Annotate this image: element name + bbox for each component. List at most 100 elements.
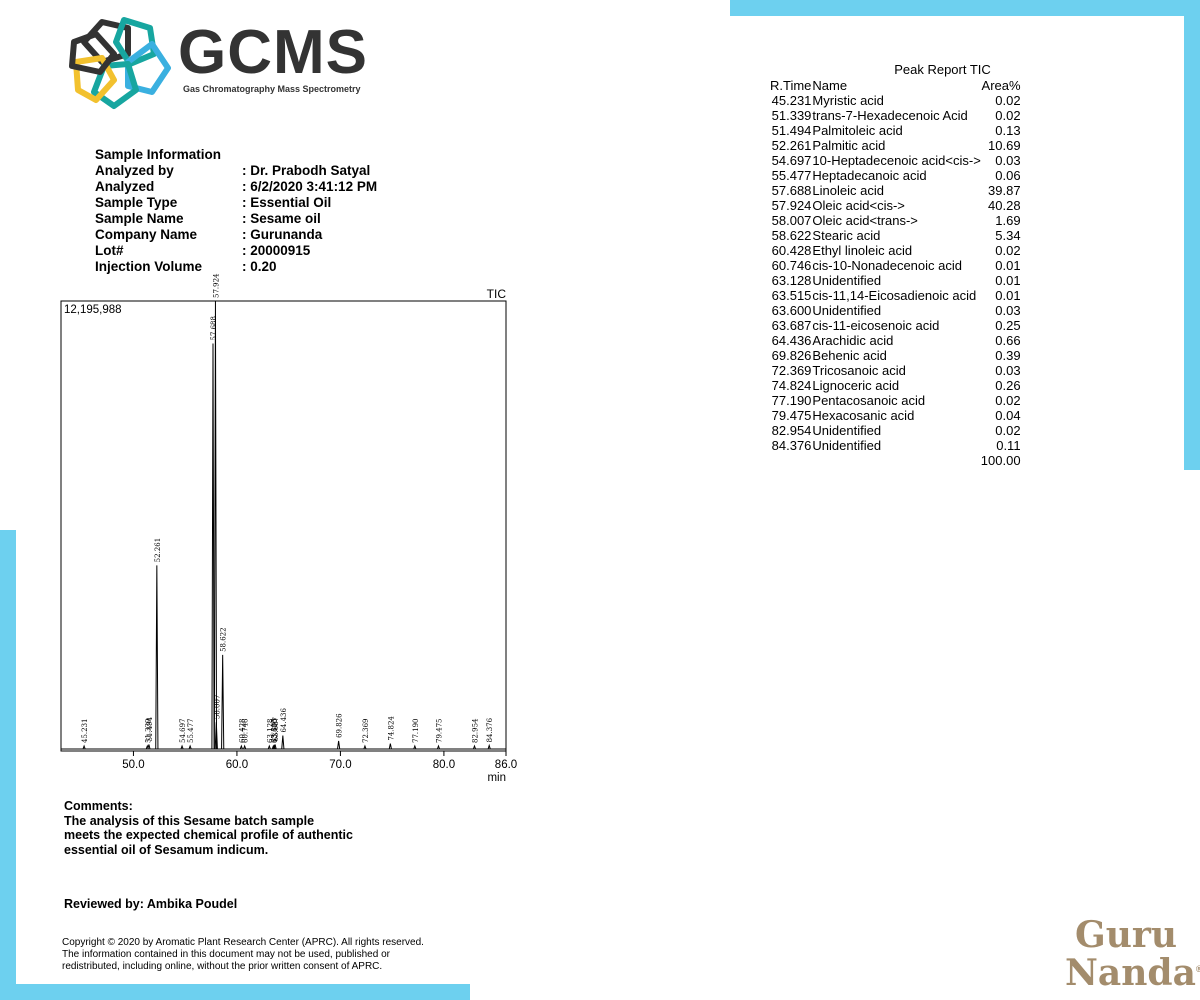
cell-area: 0.03 [995,363,1021,378]
peak-label: 63.515 [270,719,278,744]
cell-area: 0.01 [995,273,1021,288]
cell-area: 0.04 [995,408,1021,423]
cell-area: 0.26 [995,378,1021,393]
peak-mark [363,744,367,750]
info-label: Sample Name [95,211,184,226]
cell-name: trans-7-Hexadecenoic Acid [812,108,968,123]
cell-rtime: 57.688 [771,183,812,198]
cell-area: 0.01 [995,258,1021,273]
cell-name: cis-11-eicosenoic acid [812,318,940,333]
cell-area: 0.39 [995,348,1021,363]
cell-area: 0.13 [995,123,1021,138]
peak-mark [273,744,277,750]
table-row: 63.600 Unidentified 0.03 [770,303,1021,318]
cell-rtime: 51.339 [771,108,812,123]
info-value: : 6/2/2020 3:41:12 PM [242,179,378,194]
info-label: Analyzed [95,179,155,194]
cell-name: Tricosanoic acid [812,363,906,378]
cell-rtime: 54.697 [771,153,812,168]
cell-name: Myristic acid [812,93,884,108]
cell-area: 0.03 [995,153,1021,168]
cell-name: Unidentified [812,423,882,438]
cell-name: Hexacosanic acid [812,408,915,423]
peak-mark [243,744,247,750]
cell-name: Unidentified [812,273,882,288]
cell-rtime: 84.376 [771,438,812,453]
accent-bar-right [1184,0,1200,470]
cell-rtime: 55.477 [771,168,812,183]
cell-name: Ethyl linoleic acid [812,243,913,258]
comment-line: The analysis of this Sesame batch sample [64,813,315,828]
peak-label: 55.477 [187,719,195,744]
cell-rtime: 82.954 [771,423,812,438]
cell-rtime: 45.231 [771,93,812,108]
cell-rtime: 77.190 [771,393,812,408]
cell-area: 0.02 [995,393,1021,408]
peak-table: R.Time Name Area% 45.231 Myristic acid 0.0… [770,78,1021,468]
cell-area: 0.11 [996,438,1021,453]
cell-area: 5.34 [995,228,1021,243]
info-row: Analyzed : 6/2/2020 3:41:12 PM [95,179,377,195]
info-label: Sample Type [95,195,178,210]
cell-rtime: 72.369 [771,363,812,378]
table-row: 54.697 10-Heptadecenoic acid<cis-> 0.03 [770,153,1021,168]
logo-subtitle: Gas Chromatography Mass Spectrometry [183,84,361,94]
table-row: 74.824 Lignoceric acid 0.26 [770,378,1021,393]
cell-area: 39.87 [988,183,1021,198]
comment-line: meets the expected chemical profile of a… [64,828,353,842]
cell-area: 0.66 [995,333,1021,348]
cell-name: Oleic acid<cis-> [812,198,905,213]
cell-rtime: 63.600 [771,303,812,318]
brand-line-1: Guru [1075,914,1178,956]
peak-mark [147,744,151,750]
peak-label: 84.376 [486,717,494,742]
info-label: Company Name [95,227,198,242]
peak-label: 57.924 [212,273,220,298]
cell-rtime: 51.494 [771,123,812,138]
cell-rtime: 63.128 [771,273,812,288]
cell-name: Heptadecanoic acid [812,168,927,183]
cell-name: Stearic acid [812,228,881,243]
brand-line-2: Nanda [1065,952,1196,994]
table-row: 82.954 Unidentified 0.02 [770,423,1021,438]
peak-label: 60.746 [242,718,250,743]
peak-label: 58.622 [220,627,228,652]
copyright-line: The information contained in this docume… [62,949,390,960]
accent-bar-top-right [730,0,1200,16]
info-row: Sample Name: Sesame oil [95,211,377,227]
cell-name: Lignoceric acid [812,378,900,393]
peak-label: 58.007 [213,695,221,720]
cell-area: 1.69 [995,213,1021,228]
info-value: : Essential Oil [242,195,332,210]
peak-label: 45.231 [81,719,89,744]
cell-rtime: 60.428 [771,243,812,258]
info-value: : Gurunanda [242,227,323,242]
cell-name: Unidentified [812,303,882,318]
peak-mark [272,744,276,750]
cell-name: Linoleic acid [812,183,884,198]
peak-label: 79.475 [435,719,443,744]
table-row: 51.339 trans-7-Hexadecenoic Acid 0.02 [770,108,1021,123]
peak-table-header: R.Time Name Area% [770,78,1021,93]
info-value: : 20000915 [242,243,311,258]
peak-label: 74.824 [387,716,395,741]
table-row: 64.436 Arachidic acid 0.66 [770,333,1021,348]
peak-label: 63.128 [266,719,274,744]
peak-mark [337,740,341,750]
x-tick-label: 80.0 [433,759,455,771]
comments: Comments: The analysis of this Sesame ba… [64,799,353,857]
peak-label: 63.687 [272,717,280,742]
chart-title: TIC [487,287,507,301]
info-value: : 0.20 [242,259,277,274]
peak-label: 52.261 [154,538,162,563]
cell-rtime: 52.261 [771,138,812,153]
info-row: Sample Type : Essential Oil [95,195,377,211]
cell-name: Pentacosanoic acid [812,393,926,408]
peak-report-title: Peak Report TIC [894,62,991,77]
peak-mark [267,744,271,750]
logo-wordmark: GCMS [178,18,368,87]
peak-mark [221,654,225,750]
chromatogram-chart: TIC 12,195,988 min 50.0 60.0 70.0 80.0 86.0 … [60,273,517,784]
peak-label: 69.826 [336,713,344,738]
info-row: Lot#: 20000915 [95,243,377,259]
